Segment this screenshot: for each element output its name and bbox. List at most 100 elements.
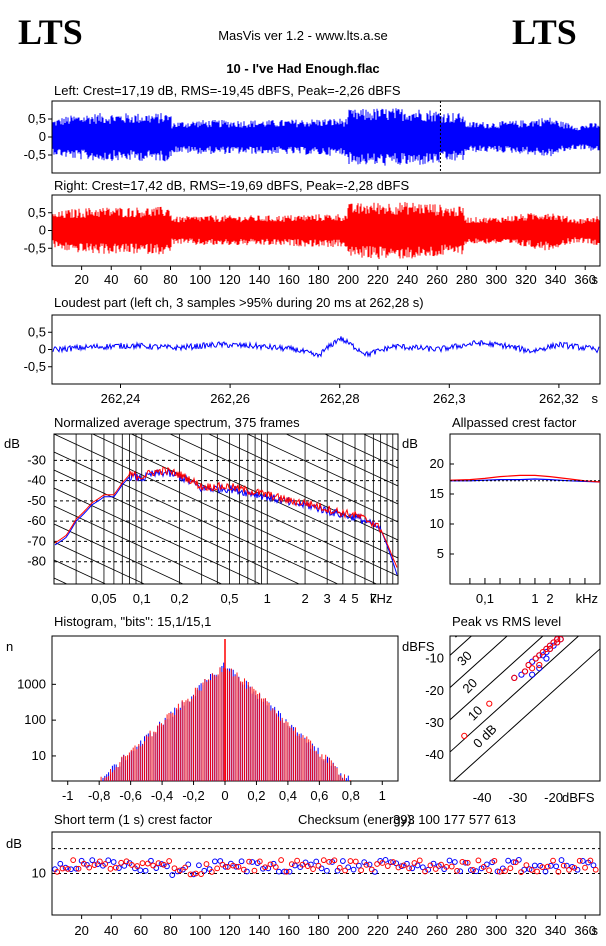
short-term-xtick-label: 300 (485, 923, 507, 938)
short-term-point-right (544, 863, 551, 870)
spectrum-series-right (54, 466, 398, 568)
short-term-point-right (480, 864, 487, 870)
short-term-point-right (326, 858, 333, 865)
spectrum-slope-line (323, 434, 398, 469)
peak-rms-point-right (536, 661, 543, 669)
short-term-xtick-label: 240 (397, 923, 419, 938)
short-term-point-right (443, 863, 450, 870)
crest-xtick-label: 0,1 (476, 591, 494, 606)
crest-ylabel: dB (402, 436, 418, 451)
spectrum-ytick-label: -60 (27, 513, 46, 528)
short-term-point-right (96, 858, 103, 865)
short-term-point-right (123, 858, 130, 865)
histogram-xtick-label: 0 (221, 788, 228, 803)
checksum-value: 393 100 177 577 613 (393, 812, 516, 827)
short-term-xtick-label: 160 (278, 923, 300, 938)
short-term-xtick-label: 140 (248, 923, 270, 938)
right-waveform-xtick-label: 260 (426, 272, 448, 287)
short-term-point-right (70, 857, 77, 864)
short-term-point-right (155, 860, 162, 867)
short-term-point-left (542, 868, 549, 875)
spectrum-grid (54, 434, 398, 584)
short-term-title: Short term (1 s) crest factor (54, 812, 213, 827)
short-term-point-right (390, 859, 396, 865)
short-term-point-right (235, 863, 242, 870)
spectrum-xtick-label: 2 (301, 591, 308, 606)
short-term-point-right (347, 858, 354, 864)
short-term-xtick-label: 220 (367, 923, 389, 938)
crest-panel: 20 15 10 5 0,1 1 2 kHz (430, 433, 601, 606)
short-term-point-right (230, 862, 237, 869)
short-term-point-left (387, 859, 394, 866)
short-term-point-right (384, 863, 391, 869)
short-term-point-right (555, 868, 562, 875)
peak-rms-diagonal (452, 648, 600, 781)
left-waveform-signal (52, 108, 600, 166)
short-term-point-right (187, 871, 194, 878)
spectrum-xtick-label: 5 (351, 591, 358, 606)
short-term-point-right (352, 858, 359, 865)
short-term-xtick-label: 100 (189, 923, 211, 938)
short-term-point-left (116, 865, 122, 871)
spectrum-ytick-label: -70 (27, 533, 46, 548)
short-term-point-right (59, 865, 66, 872)
peak-rms-point-right (550, 639, 557, 646)
short-term-point-right (267, 861, 274, 868)
short-term-xtick-label: 40 (104, 923, 118, 938)
loudest-part-line (52, 336, 600, 359)
short-term-point-left (558, 857, 565, 863)
short-term-point-right (528, 867, 535, 873)
peak-rms-point-right (532, 655, 539, 662)
histogram-xtick-label: 0,4 (279, 788, 297, 803)
peak-rms-point-right (529, 665, 536, 672)
short-term-point-left (505, 857, 512, 864)
crest-frame (449, 433, 601, 585)
short-term-point-left (467, 867, 474, 873)
peak-rms-diagonal (450, 636, 544, 721)
spectrum-title: Normalized average spectrum, 375 frames (54, 415, 300, 430)
short-term-point-right (416, 857, 423, 864)
short-term-point-right (150, 862, 157, 869)
short-term-point-right (368, 866, 375, 873)
short-term-point-left (382, 856, 389, 863)
crest-ytick-label: 20 (430, 456, 444, 471)
short-term-point-left (89, 857, 96, 864)
spectrum-xtick-label: 0,2 (170, 591, 188, 606)
short-term-point-right (374, 861, 380, 867)
short-term-point-left (148, 857, 154, 864)
short-term-point-right (507, 865, 514, 872)
right-waveform-signal (52, 202, 600, 259)
short-term-point-right (566, 866, 572, 873)
short-term-point-right (464, 859, 471, 866)
short-term-point-left (110, 859, 117, 865)
histogram-ytick-label: 100 (24, 712, 46, 727)
short-term-point-left (153, 865, 160, 871)
spectrum-slope-line (54, 505, 223, 584)
spectrum-xunit: kHz (370, 591, 392, 606)
spectrum-slope-line (91, 434, 398, 577)
right-waveform-xtick-label: 60 (134, 272, 148, 287)
short-term-xtick-label: 120 (219, 923, 241, 938)
short-term-point-right (112, 864, 119, 871)
histogram-bars-right (100, 667, 351, 781)
short-term-point-right (294, 857, 301, 864)
right-waveform-xtick-label: 200 (337, 272, 359, 287)
short-term-point-right (395, 864, 402, 871)
right-waveform-xtick-label: 220 (367, 272, 389, 287)
histogram-xtick-label: 0,6 (310, 788, 328, 803)
short-term-point-left (531, 862, 538, 869)
crest-xunit: kHz (576, 591, 598, 606)
histogram-xtick-label: 0,8 (342, 788, 360, 803)
right-waveform-xtick-label: 360 (574, 272, 596, 287)
crest-series-left (450, 478, 601, 483)
short-term-point-left (323, 867, 330, 874)
short-term-point-left (451, 859, 458, 865)
short-term-point-left (403, 860, 410, 867)
short-term-point-left (553, 863, 560, 870)
peak-rms-diagonal-label: 30 (454, 648, 475, 669)
loudest-ytick-label: -0,5 (24, 359, 46, 374)
short-term-point-right (486, 867, 492, 874)
histogram-xtick-label: -0,8 (88, 788, 110, 803)
short-term-point-right (400, 862, 407, 869)
short-term-xtick-label: 20 (74, 923, 88, 938)
